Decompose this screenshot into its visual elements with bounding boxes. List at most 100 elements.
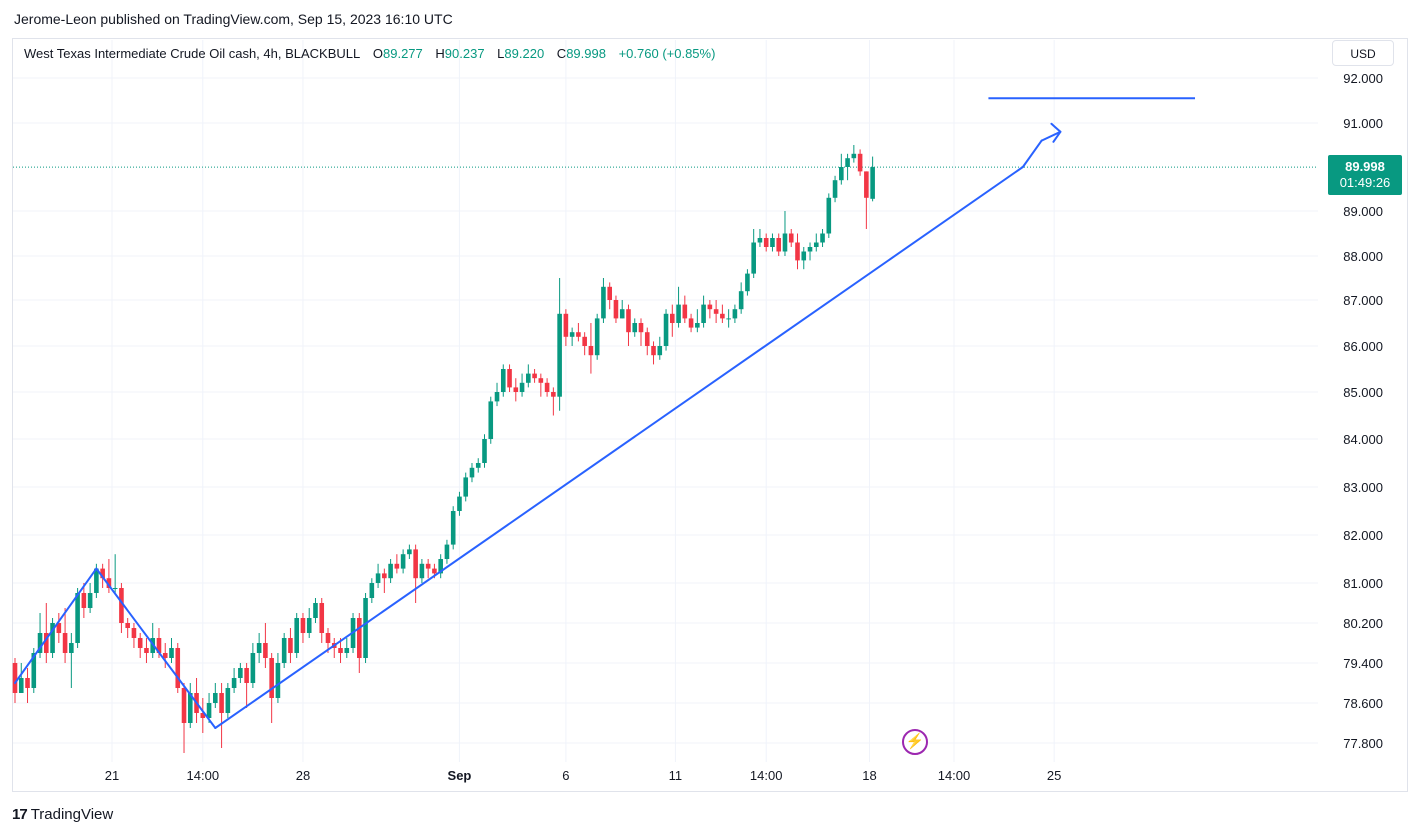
- candle-body: [513, 387, 519, 392]
- candle-body: [563, 313, 569, 337]
- candle: [582, 332, 587, 356]
- candle-body: [701, 304, 706, 323]
- candle: [319, 598, 325, 643]
- last-price-value: 89.998: [1345, 159, 1385, 174]
- candle: [375, 563, 381, 588]
- candle: [588, 323, 594, 374]
- candle-body: [688, 318, 694, 328]
- candle: [576, 323, 581, 342]
- candle: [632, 318, 638, 337]
- candle: [25, 668, 30, 703]
- candle: [263, 623, 268, 668]
- candle-body: [300, 618, 306, 633]
- candle: [688, 313, 694, 333]
- candle: [331, 638, 337, 658]
- candle-body: [526, 373, 531, 383]
- candle: [563, 309, 569, 346]
- candle-body: [788, 233, 794, 243]
- high-label: H: [435, 46, 445, 61]
- candle: [344, 638, 350, 658]
- symbol-title[interactable]: West Texas Intermediate Crude Oil cash, …: [24, 46, 361, 61]
- candle-body: [569, 332, 575, 337]
- y-tick-label: 88.000: [1343, 249, 1383, 264]
- candle: [770, 233, 775, 252]
- candle: [18, 663, 24, 693]
- candle: [250, 643, 256, 688]
- x-tick-label: 14:00: [187, 768, 220, 783]
- y-tick-label: 92.000: [1343, 71, 1383, 86]
- close-value: 89.998: [566, 46, 606, 61]
- candle-body: [206, 703, 212, 718]
- candle-body: [219, 693, 224, 713]
- candle-body: [137, 638, 143, 648]
- trend-line: [1040, 130, 1062, 142]
- candle: [213, 683, 218, 708]
- candle-body: [225, 688, 231, 713]
- candle: [500, 364, 506, 397]
- publisher-info: Jerome-Leon published on TradingView.com…: [14, 11, 453, 27]
- candle: [507, 364, 512, 392]
- candle-body: [369, 583, 375, 598]
- candle: [757, 229, 763, 247]
- x-tick-label: 11: [669, 768, 683, 783]
- candle-body: [432, 568, 437, 574]
- candle-body: [670, 313, 675, 323]
- candle: [469, 463, 475, 483]
- candle-body: [500, 369, 506, 392]
- x-tick-label: 18: [862, 768, 876, 783]
- candle-body: [187, 693, 193, 723]
- y-tick-label: 80.200: [1343, 616, 1383, 631]
- candle: [169, 638, 174, 663]
- candle-body: [419, 563, 425, 579]
- candle-body: [807, 247, 813, 252]
- candle-body: [438, 559, 443, 574]
- candle: [551, 387, 556, 416]
- candle: [482, 434, 487, 468]
- candle-body: [175, 648, 181, 688]
- trend-line: [95, 567, 217, 729]
- candle-body: [864, 171, 869, 198]
- open-value: 89.277: [383, 46, 423, 61]
- candle: [463, 472, 469, 502]
- candle: [125, 618, 130, 638]
- candle-body: [144, 648, 149, 653]
- candle-body: [532, 373, 537, 379]
- candle-body: [325, 633, 331, 643]
- currency-button[interactable]: USD: [1332, 40, 1394, 66]
- candle: [56, 613, 62, 643]
- candle-body: [507, 369, 512, 388]
- candle-body: [839, 167, 844, 181]
- candle-body: [657, 346, 663, 356]
- candle-body: [494, 392, 500, 402]
- candle: [438, 554, 443, 579]
- candle: [663, 309, 669, 351]
- candle: [826, 193, 832, 238]
- y-tick-label: 89.000: [1343, 204, 1383, 219]
- candle-body: [244, 668, 249, 683]
- lightning-icon[interactable]: ⚡: [902, 729, 928, 755]
- candle: [413, 544, 418, 603]
- candle: [801, 247, 807, 270]
- candle: [857, 149, 863, 176]
- candle-body: [288, 638, 293, 653]
- candle: [751, 229, 756, 278]
- trend-line: [1021, 139, 1043, 168]
- candle-body: [363, 598, 368, 658]
- last-price-tag: 89.998 01:49:26: [1328, 155, 1402, 195]
- candle: [112, 554, 118, 593]
- candle: [69, 633, 74, 688]
- candle-body: [106, 578, 112, 588]
- candle: [200, 698, 206, 733]
- candle: [357, 613, 362, 673]
- candle: [50, 618, 55, 658]
- candle-body: [845, 158, 850, 167]
- candle-body: [375, 573, 381, 583]
- candle: [676, 286, 681, 328]
- candle-body: [18, 678, 24, 693]
- candle-body: [125, 623, 130, 628]
- candle-body: [357, 618, 362, 658]
- candle: [795, 233, 800, 270]
- candle: [607, 282, 612, 310]
- candle-body: [488, 401, 494, 439]
